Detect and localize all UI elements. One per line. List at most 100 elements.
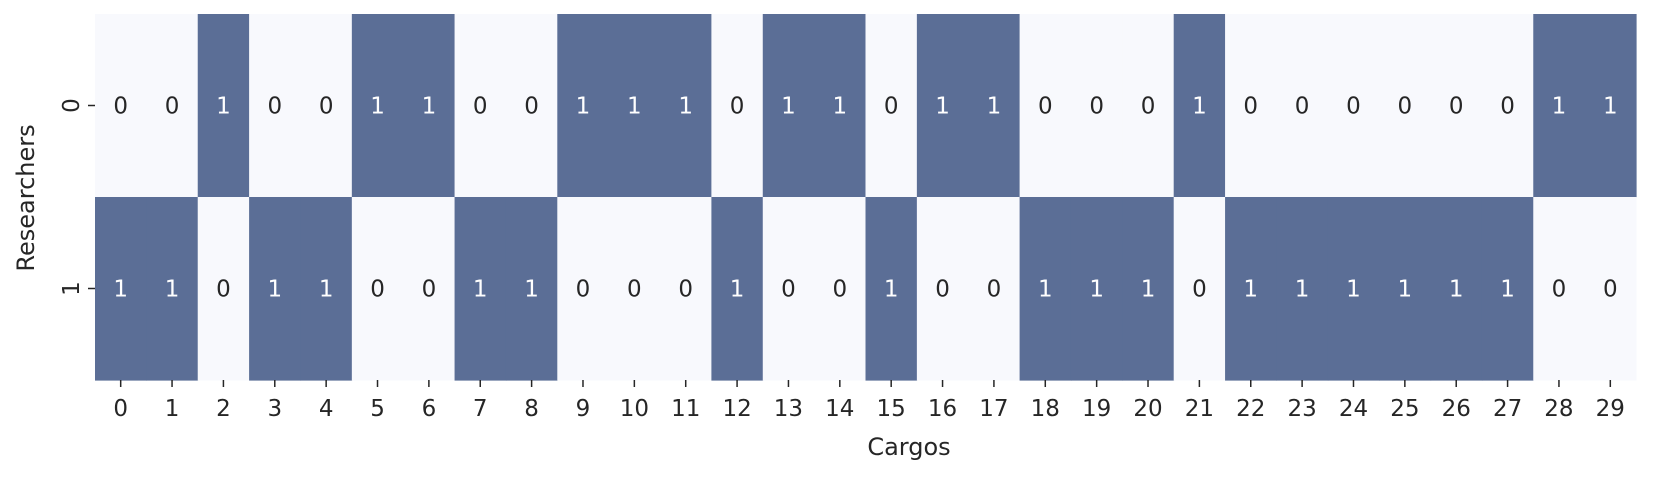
heatmap-cell-label: 1 <box>935 94 950 120</box>
heatmap-cell-label: 1 <box>216 94 231 120</box>
y-axis-ticks: 01 <box>59 98 95 296</box>
heatmap-cell-label: 0 <box>1603 277 1618 303</box>
heatmap-cell-label: 0 <box>1089 94 1104 120</box>
heatmap-cell <box>814 14 867 198</box>
heatmap-cell <box>1379 197 1432 381</box>
x-tick-label: 10 <box>620 396 649 422</box>
heatmap-cell <box>403 197 456 381</box>
heatmap-cell <box>1430 14 1483 198</box>
x-tick-label: 26 <box>1442 396 1471 422</box>
heatmap-cell <box>95 14 147 198</box>
heatmap-cell-label: 0 <box>627 277 642 303</box>
heatmap-cell-label: 0 <box>1449 94 1464 120</box>
heatmap-cell <box>249 14 302 198</box>
heatmap-cell <box>95 197 147 381</box>
x-tick-label: 12 <box>722 396 751 422</box>
heatmap-cell-label: 1 <box>627 94 642 120</box>
heatmap-cell-label: 0 <box>1141 94 1156 120</box>
heatmap-cell <box>711 197 764 381</box>
heatmap-cell <box>1122 14 1175 198</box>
heatmap-cell-label: 0 <box>1346 94 1361 120</box>
heatmap-cell <box>505 14 558 198</box>
x-tick-label: 2 <box>216 396 231 422</box>
x-tick-label: 9 <box>576 396 591 422</box>
heatmap-cell-label: 0 <box>267 94 282 120</box>
heatmap-cell-label: 0 <box>1295 94 1310 120</box>
heatmap-cell <box>557 197 610 381</box>
heatmap-cell <box>300 14 353 198</box>
x-tick-label: 19 <box>1082 396 1111 422</box>
y-axis-label: Researchers <box>12 124 40 271</box>
heatmap-cell-label: 1 <box>1038 277 1053 303</box>
heatmap-cell-label: 0 <box>1398 94 1413 120</box>
heatmap-cell <box>197 197 250 381</box>
heatmap-cell-label: 1 <box>1449 277 1464 303</box>
x-tick-label: 6 <box>422 396 437 422</box>
heatmap-cell <box>351 197 404 381</box>
heatmap-cell-label: 1 <box>678 94 693 120</box>
heatmap-cell-label: 1 <box>113 277 128 303</box>
x-tick-label: 25 <box>1390 396 1419 422</box>
heatmap-cell <box>146 14 199 198</box>
heatmap-cell <box>1327 14 1380 198</box>
heatmap-cell <box>403 14 456 198</box>
heatmap-cell-label: 0 <box>678 277 693 303</box>
x-tick-label: 16 <box>928 396 957 422</box>
heatmap-cell <box>1584 14 1637 198</box>
x-axis-label: Cargos <box>867 433 950 461</box>
heatmap-cell-label: 1 <box>422 94 437 120</box>
x-tick-label: 5 <box>370 396 385 422</box>
heatmap-cell-label: 0 <box>473 94 488 120</box>
x-tick-label: 21 <box>1185 396 1214 422</box>
heatmap-cell <box>711 14 764 198</box>
heatmap-cell-label: 1 <box>781 94 796 120</box>
heatmap-cell <box>1481 197 1534 381</box>
x-tick-label: 24 <box>1339 396 1368 422</box>
heatmap-cell-label: 0 <box>987 277 1002 303</box>
heatmap-cell-label: 1 <box>524 277 539 303</box>
heatmap-cell <box>1533 14 1586 198</box>
heatmap-cell <box>1019 14 1072 198</box>
heatmap-cell-label: 0 <box>832 277 847 303</box>
heatmap-cell <box>505 197 558 381</box>
heatmap-cell <box>1122 197 1175 381</box>
heatmap-cell <box>300 197 353 381</box>
x-tick-label: 15 <box>877 396 906 422</box>
heatmap-cell-label: 0 <box>1552 277 1567 303</box>
x-tick-label: 3 <box>267 396 282 422</box>
heatmap-cell-label: 1 <box>832 94 847 120</box>
x-tick-label: 17 <box>979 396 1008 422</box>
heatmap-cell-label: 1 <box>165 277 180 303</box>
heatmap-cell <box>1379 14 1432 198</box>
heatmap-cell <box>1276 14 1329 198</box>
x-tick-label: 28 <box>1544 396 1573 422</box>
heatmap-cell <box>1070 197 1123 381</box>
heatmap-cell-label: 0 <box>1038 94 1053 120</box>
heatmap-cell-label: 1 <box>267 277 282 303</box>
heatmap-cell <box>608 197 661 381</box>
heatmap-cell <box>1173 197 1226 381</box>
heatmap-cells <box>95 14 1637 381</box>
heatmap-cell-label: 1 <box>1243 277 1258 303</box>
heatmap-cell-label: 1 <box>1398 277 1413 303</box>
x-tick-label: 0 <box>113 396 128 422</box>
x-tick-label: 29 <box>1596 396 1625 422</box>
heatmap-cell <box>1276 197 1329 381</box>
heatmap-cell-label: 1 <box>1603 94 1618 120</box>
heatmap-cell <box>557 14 610 198</box>
heatmap-cell-label: 0 <box>1243 94 1258 120</box>
x-tick-label: 11 <box>671 396 700 422</box>
heatmap-cell <box>916 197 969 381</box>
heatmap-cell-label: 0 <box>370 277 385 303</box>
heatmap-cell-label: 1 <box>1089 277 1104 303</box>
heatmap-cell-labels: 0 0 1 0 0 1 1 0 0 1 1 1 0 1 1 0 1 1 0 0 0 1 0 0 0 0 0 0 1 1 1 1 0 1 1 0 0 1 1 0… <box>113 94 1617 303</box>
heatmap-cell <box>1430 197 1483 381</box>
x-tick-label: 22 <box>1236 396 1265 422</box>
heatmap-cell-label: 0 <box>524 94 539 120</box>
heatmap-cell <box>249 197 302 381</box>
heatmap-cell-label: 1 <box>576 94 591 120</box>
heatmap-cell-label: 0 <box>422 277 437 303</box>
heatmap-cell <box>197 14 250 198</box>
heatmap-cell-label: 1 <box>473 277 488 303</box>
heatmap-cell-label: 1 <box>884 277 899 303</box>
